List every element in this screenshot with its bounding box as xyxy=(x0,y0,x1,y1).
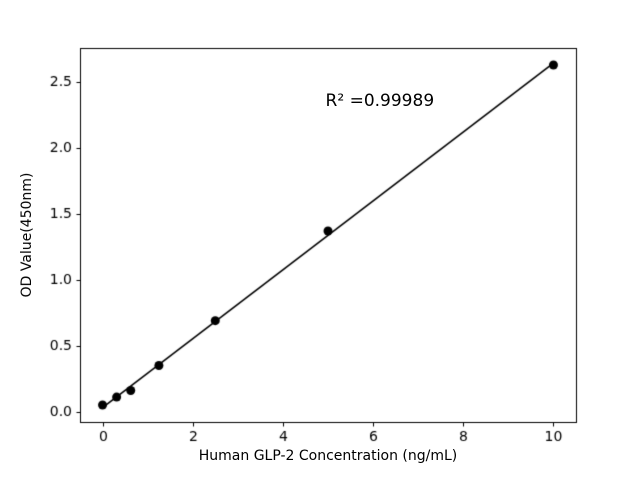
y-axis-label: OD Value(450nm) xyxy=(19,172,35,298)
r-squared-annotation: R² =0.99989 xyxy=(325,90,435,111)
x-axis-label: Human GLP-2 Concentration (ng/mL) xyxy=(198,448,458,464)
